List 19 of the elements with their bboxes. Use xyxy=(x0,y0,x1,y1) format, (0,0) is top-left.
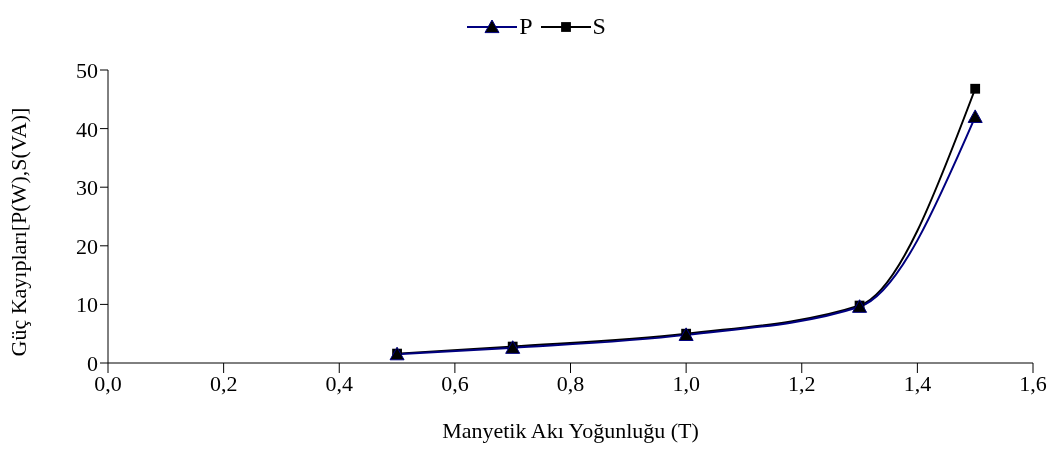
x-tick-label: 0,2 xyxy=(209,370,238,396)
legend-label: P xyxy=(519,13,533,40)
y-tick-label: 10 xyxy=(76,292,98,318)
y-tick-label: 50 xyxy=(76,58,98,83)
x-tick-label: 0,4 xyxy=(325,370,353,396)
x-tick-label: 1,4 xyxy=(903,370,932,396)
x-tick-label: 0,8 xyxy=(556,370,585,396)
legend-label: S xyxy=(592,13,606,40)
y-tick-label: 30 xyxy=(76,175,98,201)
y-axis-title: Güç Kayıpları[P(W),S(VA)] xyxy=(5,107,31,357)
point xyxy=(967,109,983,123)
y-tick-label: 40 xyxy=(76,116,98,142)
x-tick-label: 1,2 xyxy=(788,370,816,396)
point xyxy=(970,83,981,94)
x-tick-label: 0,6 xyxy=(441,370,469,396)
x-tick-label: 1,6 xyxy=(1019,370,1047,396)
y-tick-label: 20 xyxy=(76,233,98,259)
x-axis-title: Manyetik Akı Yoğunluğu (T) xyxy=(442,418,699,443)
x-tick-label: 1,0 xyxy=(672,370,700,396)
